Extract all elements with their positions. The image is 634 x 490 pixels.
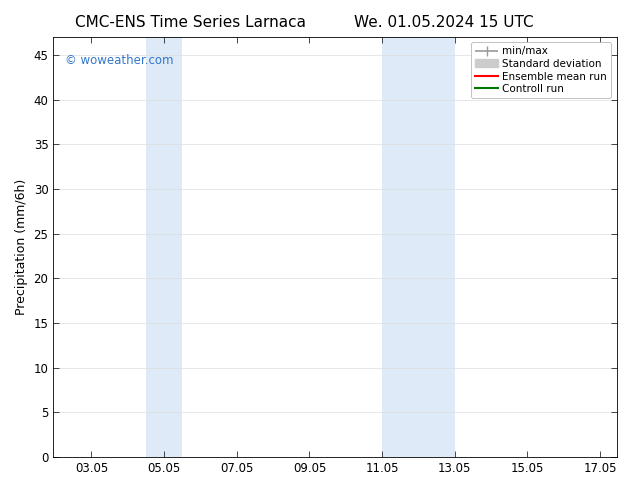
Text: © woweather.com: © woweather.com — [65, 54, 173, 67]
Text: We. 01.05.2024 15 UTC: We. 01.05.2024 15 UTC — [354, 15, 534, 30]
Bar — [146, 37, 183, 457]
Text: CMC-ENS Time Series Larnaca: CMC-ENS Time Series Larnaca — [75, 15, 306, 30]
Y-axis label: Precipitation (mm/6h): Precipitation (mm/6h) — [15, 179, 28, 315]
Bar — [382, 37, 455, 457]
Legend: min/max, Standard deviation, Ensemble mean run, Controll run: min/max, Standard deviation, Ensemble me… — [471, 42, 611, 98]
